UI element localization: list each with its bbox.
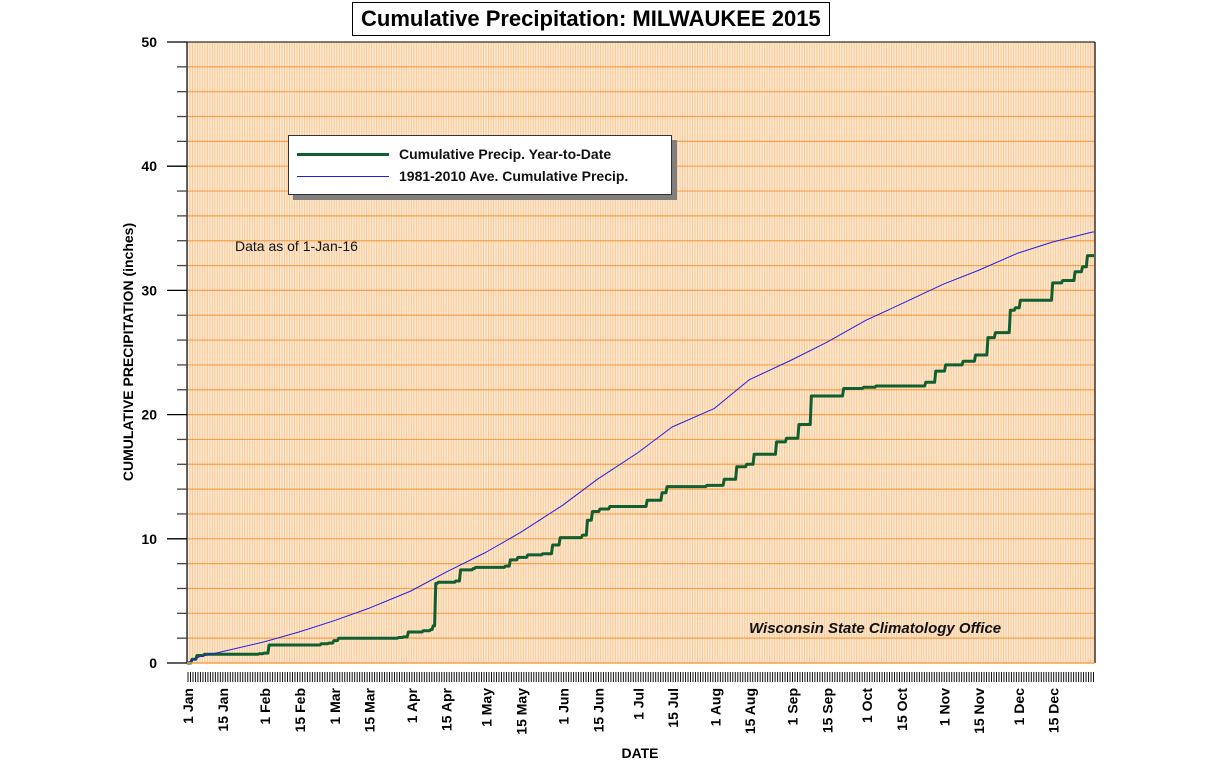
legend-label-average: 1981-2010 Ave. Cumulative Precip. [399, 168, 629, 184]
y-tick-label: 40 [141, 158, 157, 174]
x-tick-label: 15 Dec [1046, 688, 1062, 733]
x-tick-label: 15 Apr [439, 687, 455, 731]
y-tick-label: 50 [141, 34, 157, 50]
x-tick-label: 1 Dec [1011, 688, 1027, 726]
x-tick-label: 15 Aug [742, 688, 758, 734]
legend-item-actual: Cumulative Precip. Year-to-Date [289, 143, 611, 165]
x-tick-label: 1 Apr [404, 687, 420, 723]
x-tick-label: 15 Jan [215, 688, 231, 732]
y-tick-label: 0 [149, 655, 157, 671]
x-tick-label: 1 Jan [180, 688, 196, 724]
x-tick-label: 1 Jun [556, 688, 572, 725]
legend-swatch-actual [297, 152, 389, 156]
axes [186, 41, 1096, 664]
x-tick-label: 1 Oct [859, 688, 875, 723]
x-tick-label: 15 Feb [292, 688, 308, 732]
x-tick-label: 15 May [513, 688, 529, 735]
x-axis-ticks [187, 672, 1095, 682]
x-axis-tick-labels: 1 Jan 15 Jan 1 Feb 15 Feb 1 Mar 15 Mar 1 Apr 15… [180, 687, 1062, 734]
horizontal-gridlines [187, 66, 1095, 639]
x-tick-label: 1 Feb [257, 688, 273, 725]
x-tick-label: 15 Oct [894, 688, 910, 731]
x-tick-label: 1 May [479, 688, 495, 727]
legend-swatch-average [297, 175, 389, 177]
y-axis-label: CUMULATIVE PRECIPITATION (inches) [120, 223, 136, 481]
x-tick-label: 15 Nov [971, 688, 987, 734]
y-tick-label: 10 [141, 531, 157, 547]
legend-label-actual: Cumulative Precip. Year-to-Date [399, 146, 612, 162]
y-tick-label: 30 [141, 282, 157, 298]
x-axis-label: DATE [621, 745, 658, 761]
chart-title: Cumulative Precipitation: MILWAUKEE 2015 [352, 2, 830, 36]
credit-annotation: Wisconsin State Climatology Office [749, 620, 1002, 637]
x-tick-label: 15 Jun [591, 688, 607, 732]
x-tick-label: 15 Jul [665, 688, 681, 728]
series-line-average [186, 231, 1094, 664]
x-tick-label: 1 Sep [785, 688, 801, 725]
series-line-actual [187, 254, 1094, 665]
x-tick-label: 15 Mar [362, 687, 378, 732]
legend: Cumulative Precip. Year-to-Date 1981-201… [288, 135, 672, 195]
data-as-of-note: Data as of 1-Jan-16 [235, 238, 358, 254]
x-tick-label: 1 Jul [630, 688, 646, 720]
x-tick-label: 1 Aug [707, 688, 723, 726]
x-tick-label: 1 Nov [936, 688, 952, 726]
y-tick-label: 20 [141, 407, 157, 423]
series-lines [186, 231, 1094, 665]
legend-item-average: 1981-2010 Ave. Cumulative Precip. [289, 165, 628, 187]
x-tick-label: 15 Sep [819, 688, 835, 733]
x-tick-label: 1 Mar [327, 687, 343, 724]
y-axis-ticks: 0 10 20 30 40 50 [141, 34, 187, 671]
